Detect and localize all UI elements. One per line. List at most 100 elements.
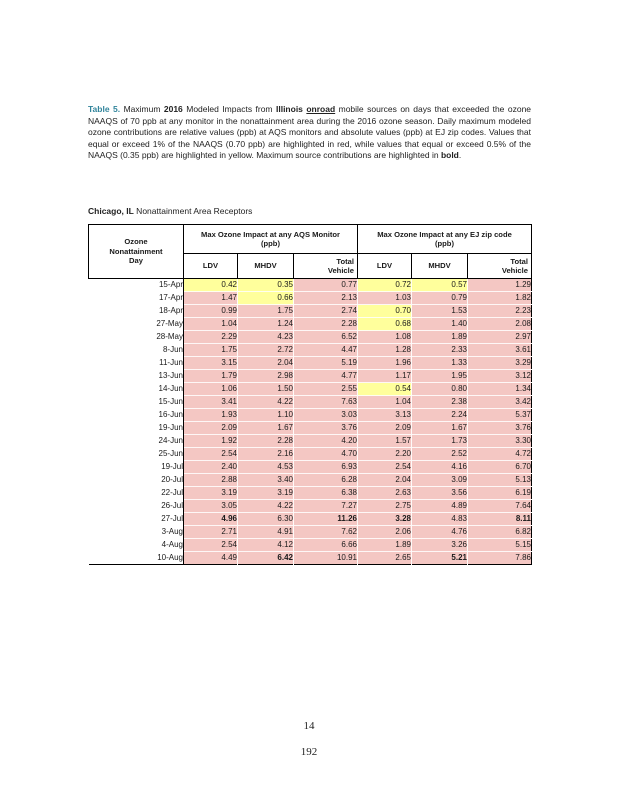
value-cell: 3.76 — [293, 421, 358, 435]
text-run: Chicago, IL — [88, 206, 134, 216]
value-cell: 1.34 — [467, 382, 532, 396]
value-cell: 2.98 — [237, 369, 294, 383]
value-cell: 2.09 — [183, 421, 238, 435]
value-cell: 4.20 — [293, 434, 358, 448]
value-cell: 2.06 — [357, 525, 412, 539]
value-cell: 6.42 — [237, 551, 294, 565]
value-cell: 2.29 — [183, 330, 238, 344]
table-row: 15-Jun 3.41 4.22 7.63 1.04 2.38 3.42 — [88, 395, 532, 409]
col-header: LDV — [357, 253, 412, 279]
value-cell: 1.08 — [357, 330, 412, 344]
value-cell: 2.54 — [183, 447, 238, 461]
value-cell: 2.40 — [183, 460, 238, 474]
value-cell: 4.49 — [183, 551, 238, 565]
table-row: 4-Aug 2.54 4.12 6.66 1.89 3.26 5.15 — [88, 538, 532, 552]
value-cell: 0.68 — [357, 317, 412, 331]
value-cell: 1.04 — [183, 317, 238, 331]
value-cell: 3.56 — [411, 486, 468, 500]
group-header-ej-zipcode: Max Ozone Impact at any EJ zip code (ppb) — [357, 224, 532, 254]
value-cell: 1.57 — [357, 434, 412, 448]
value-cell: 3.13 — [357, 408, 412, 422]
text-run: Maximum — [120, 104, 164, 114]
group-header-title: Max Ozone Impact at any EJ zip code — [377, 229, 512, 239]
value-cell: 2.28 — [237, 434, 294, 448]
text-run: onroad — [306, 104, 336, 114]
value-cell: 1.67 — [411, 421, 468, 435]
value-cell: 1.47 — [183, 291, 238, 305]
group-header-unit: (ppb) — [435, 239, 454, 248]
value-cell: 2.09 — [357, 421, 412, 435]
value-cell: 2.16 — [237, 447, 294, 461]
value-cell: 3.19 — [237, 486, 294, 500]
day-cell: 18-Apr — [88, 304, 184, 318]
text-run: bold — [440, 150, 459, 161]
value-cell: 4.16 — [411, 460, 468, 474]
value-cell: 3.42 — [467, 395, 532, 409]
value-cell: 7.63 — [293, 395, 358, 409]
impacts-table: Ozone Nonattainment Day Max Ozone Impact … — [88, 224, 532, 565]
text-run: Table 5. — [88, 104, 121, 114]
value-cell: 2.08 — [467, 317, 532, 331]
table-row: 8-Jun 1.75 2.72 4.47 1.28 2.33 3.61 — [88, 343, 532, 357]
value-cell: 1.73 — [411, 434, 468, 448]
value-cell: 1.29 — [467, 278, 532, 292]
value-cell: 2.23 — [467, 304, 532, 318]
value-cell: 1.10 — [237, 408, 294, 422]
day-cell: 13-Jun — [88, 369, 184, 383]
value-cell: 2.54 — [357, 460, 412, 474]
value-cell: 2.28 — [293, 317, 358, 331]
col-header-day: Ozone Nonattainment Day — [88, 224, 184, 279]
table-row: 20-Jul 2.88 3.40 6.28 2.04 3.09 5.13 — [88, 473, 532, 487]
value-cell: 0.80 — [411, 382, 468, 396]
value-cell: 0.57 — [411, 278, 468, 292]
table-row: 27-Jul 4.96 6.30 11.26 3.28 4.83 8.11 — [88, 512, 532, 526]
value-cell: 1.06 — [183, 382, 238, 396]
text-run: Modeled Impacts from — [182, 104, 276, 114]
group-header-title: Max Ozone Impact at any AQS Monitor — [201, 229, 340, 239]
day-cell: 19-Jul — [88, 460, 184, 474]
table-row: 16-Jun 1.93 1.10 3.03 3.13 2.24 5.37 — [88, 408, 532, 422]
value-cell: 1.92 — [183, 434, 238, 448]
value-cell: 2.74 — [293, 304, 358, 318]
value-cell: 4.91 — [237, 525, 294, 539]
table-row: 10-Aug 4.49 6.42 10.91 2.65 5.21 7.86 — [88, 551, 532, 565]
value-cell: 2.63 — [357, 486, 412, 500]
text-run: Illinois — [275, 104, 307, 114]
value-cell: 2.33 — [411, 343, 468, 357]
value-cell: 2.38 — [411, 395, 468, 409]
value-cell: 0.70 — [357, 304, 412, 318]
value-cell: 2.75 — [357, 499, 412, 513]
value-cell: 2.52 — [411, 447, 468, 461]
page-number-secondary: 192 — [300, 746, 318, 758]
value-cell: 0.66 — [237, 291, 294, 305]
col-header: Total Vehicle — [293, 253, 358, 279]
value-cell: 7.86 — [467, 551, 532, 565]
value-cell: 2.04 — [237, 356, 294, 370]
day-cell: 10-Aug — [88, 551, 184, 565]
value-cell: 5.21 — [411, 551, 468, 565]
value-cell: 5.37 — [467, 408, 532, 422]
value-cell: 4.89 — [411, 499, 468, 513]
value-cell: 3.61 — [467, 343, 532, 357]
text-run: . — [458, 150, 462, 161]
value-cell: 2.13 — [293, 291, 358, 305]
value-cell: 0.79 — [411, 291, 468, 305]
day-cell: 8-Jun — [88, 343, 184, 357]
col-header: MHDV — [237, 253, 294, 279]
value-cell: 3.09 — [411, 473, 468, 487]
value-cell: 3.12 — [467, 369, 532, 383]
value-cell: 1.28 — [357, 343, 412, 357]
day-cell: 20-Jul — [88, 473, 184, 487]
value-cell: 4.12 — [237, 538, 294, 552]
value-cell: 2.97 — [467, 330, 532, 344]
value-cell: 1.89 — [411, 330, 468, 344]
value-cell: 3.76 — [467, 421, 532, 435]
value-cell: 2.20 — [357, 447, 412, 461]
value-cell: 1.95 — [411, 369, 468, 383]
value-cell: 3.29 — [467, 356, 532, 370]
value-cell: 6.82 — [467, 525, 532, 539]
value-cell: 1.40 — [411, 317, 468, 331]
value-cell: 1.33 — [411, 356, 468, 370]
value-cell: 1.17 — [357, 369, 412, 383]
table-row: 27-May 1.04 1.24 2.28 0.68 1.40 2.08 — [88, 317, 532, 331]
